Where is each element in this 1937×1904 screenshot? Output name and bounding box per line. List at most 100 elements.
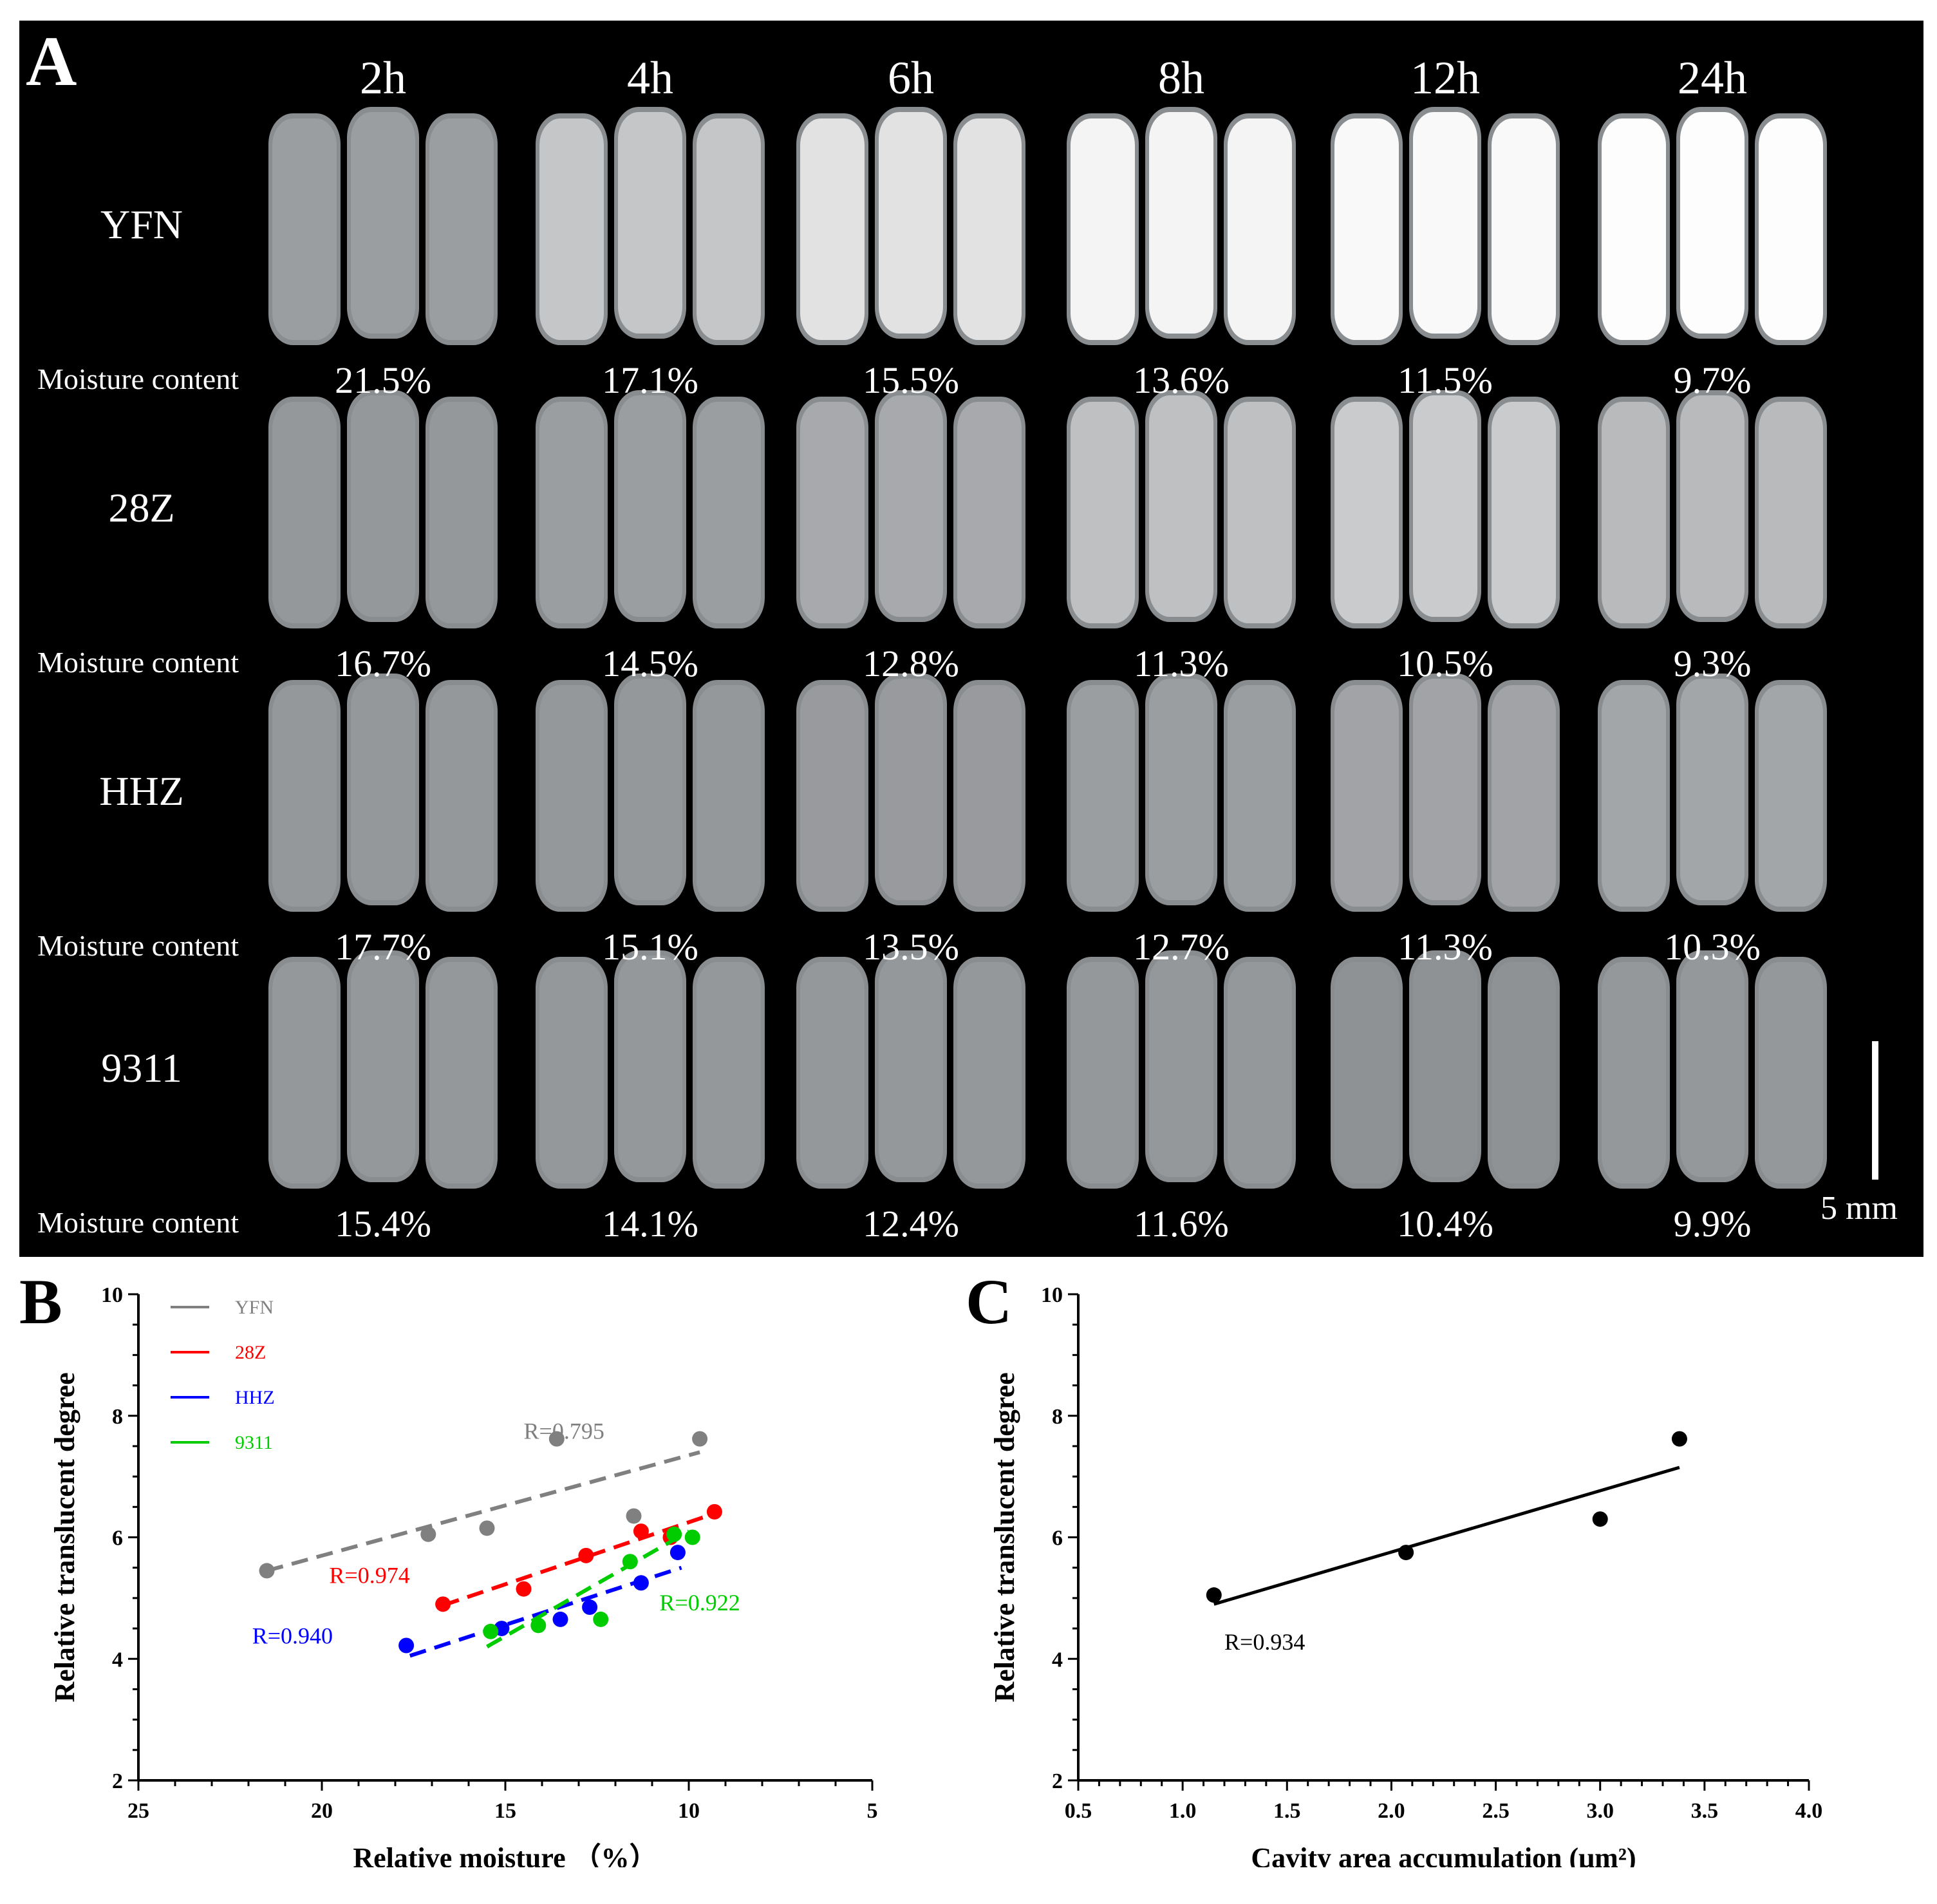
rice-grain-chalkiness bbox=[429, 962, 494, 1183]
rice-grain-chalkiness bbox=[1334, 118, 1399, 340]
moisture-value: 16.7% bbox=[335, 643, 431, 684]
correlation-label: R=0.974 bbox=[329, 1562, 409, 1588]
data-point bbox=[669, 1545, 686, 1561]
rice-grain bbox=[1755, 397, 1827, 628]
rice-grain bbox=[426, 957, 498, 1189]
y-tick-label: 10 bbox=[1041, 1283, 1063, 1307]
rice-grain bbox=[1331, 957, 1403, 1189]
rice-grain-chalkiness bbox=[1228, 402, 1292, 623]
variety-label: YFN bbox=[100, 202, 183, 247]
rice-grain-chalkiness bbox=[1413, 112, 1477, 334]
data-point bbox=[622, 1554, 638, 1570]
rice-grain-chalkiness bbox=[351, 679, 415, 900]
rice-grain bbox=[1145, 390, 1217, 622]
fit-line bbox=[1213, 1466, 1680, 1606]
data-point bbox=[420, 1526, 436, 1542]
rice-grain bbox=[347, 390, 419, 622]
moisture-value: 14.5% bbox=[602, 643, 698, 684]
data-point bbox=[578, 1547, 594, 1563]
rice-grain-chalkiness bbox=[272, 402, 337, 623]
rice-grain bbox=[875, 674, 947, 905]
rice-grain bbox=[614, 390, 686, 622]
moisture-value: 21.5% bbox=[335, 359, 431, 401]
x-tick-label: 4.0 bbox=[1795, 1799, 1823, 1823]
data-point bbox=[548, 1431, 565, 1447]
time-point-label: 6h bbox=[888, 52, 934, 104]
time-point-label: 8h bbox=[1158, 52, 1204, 104]
correlation-label: R=0.795 bbox=[524, 1419, 604, 1444]
rice-grain bbox=[1676, 674, 1748, 905]
rice-grain-chalkiness bbox=[1334, 685, 1399, 907]
rice-grain-chalkiness bbox=[1680, 956, 1745, 1177]
legend-label: 9311 bbox=[235, 1432, 273, 1453]
correlation-label: R=0.934 bbox=[1224, 1629, 1305, 1655]
rice-grain-chalkiness bbox=[272, 685, 337, 907]
rice-grain-chalkiness bbox=[1602, 118, 1666, 340]
rice-grain-chalkiness bbox=[351, 956, 415, 1177]
moisture-value: 10.5% bbox=[1397, 643, 1493, 684]
x-tick-label: 1.5 bbox=[1273, 1799, 1301, 1823]
rice-grain bbox=[1224, 680, 1296, 912]
rice-grain bbox=[268, 680, 341, 912]
data-point bbox=[435, 1596, 451, 1612]
data-point bbox=[479, 1520, 495, 1536]
rice-grain bbox=[1676, 950, 1748, 1182]
moisture-value: 12.8% bbox=[863, 643, 959, 684]
rice-grain-chalkiness bbox=[429, 685, 494, 907]
data-point bbox=[530, 1617, 547, 1634]
rice-grain-chalkiness bbox=[618, 956, 682, 1177]
moisture-value: 13.6% bbox=[1133, 359, 1230, 401]
moisture-value: 10.3% bbox=[1664, 926, 1761, 968]
fit-line bbox=[266, 1450, 700, 1573]
legend-label: HHZ bbox=[235, 1387, 275, 1408]
rice-grain-chalkiness bbox=[1071, 962, 1135, 1183]
moisture-value: 9.3% bbox=[1673, 643, 1752, 684]
rice-grain bbox=[1331, 680, 1403, 912]
moisture-value: 11.3% bbox=[1134, 643, 1229, 684]
data-point bbox=[483, 1623, 499, 1639]
rice-grain bbox=[1598, 397, 1670, 628]
rice-grain-chalkiness bbox=[272, 962, 337, 1183]
moisture-content-label: Moisture content bbox=[37, 363, 239, 395]
rice-grain-chalkiness bbox=[879, 679, 943, 900]
rice-grain bbox=[268, 397, 341, 628]
rice-grain-chalkiness bbox=[1334, 402, 1399, 623]
rice-grain-chalkiness bbox=[1071, 118, 1135, 340]
rice-grain-chalkiness bbox=[351, 395, 415, 617]
rice-grain-chalkiness bbox=[1492, 118, 1556, 340]
rice-grain-chalkiness bbox=[618, 395, 682, 617]
rice-grain bbox=[347, 674, 419, 905]
data-point bbox=[666, 1526, 682, 1542]
y-tick-label: 2 bbox=[1052, 1769, 1063, 1793]
rice-grain-chalkiness bbox=[1680, 112, 1745, 334]
rice-grain-chalkiness bbox=[1602, 685, 1666, 907]
rice-grain bbox=[1224, 397, 1296, 628]
rice-grain-chalkiness bbox=[1413, 956, 1477, 1177]
rice-grain bbox=[1067, 680, 1139, 912]
rice-grain-chalkiness bbox=[957, 685, 1022, 907]
rice-grain-chalkiness bbox=[1680, 395, 1745, 617]
rice-grain-chalkiness bbox=[1759, 685, 1823, 907]
fit-line bbox=[486, 1529, 690, 1648]
x-tick-label: 2.0 bbox=[1378, 1799, 1405, 1823]
rice-grain-chalkiness bbox=[1149, 956, 1213, 1177]
rice-grain bbox=[1145, 674, 1217, 905]
moisture-value: 9.9% bbox=[1673, 1203, 1752, 1245]
rice-grain bbox=[693, 957, 765, 1189]
rice-grain-chalkiness bbox=[1149, 112, 1213, 334]
rice-grain-chalkiness bbox=[697, 402, 761, 623]
y-tick-label: 8 bbox=[112, 1405, 123, 1429]
rice-grain-chalkiness bbox=[800, 402, 865, 623]
panel-label: B bbox=[19, 1266, 62, 1337]
rice-grain-chalkiness bbox=[879, 956, 943, 1177]
moisture-content-label: Moisture content bbox=[37, 646, 239, 679]
scale-bar-label: 5 mm bbox=[1820, 1190, 1898, 1227]
data-point bbox=[1671, 1431, 1687, 1447]
rice-grain-chalkiness bbox=[1759, 962, 1823, 1183]
data-point bbox=[593, 1611, 609, 1627]
rice-grain bbox=[953, 397, 1025, 628]
moisture-value: 9.7% bbox=[1673, 359, 1752, 401]
rice-grain bbox=[426, 680, 498, 912]
x-axis-title: Relative moisture （%） bbox=[353, 1842, 657, 1867]
data-point bbox=[259, 1563, 275, 1579]
